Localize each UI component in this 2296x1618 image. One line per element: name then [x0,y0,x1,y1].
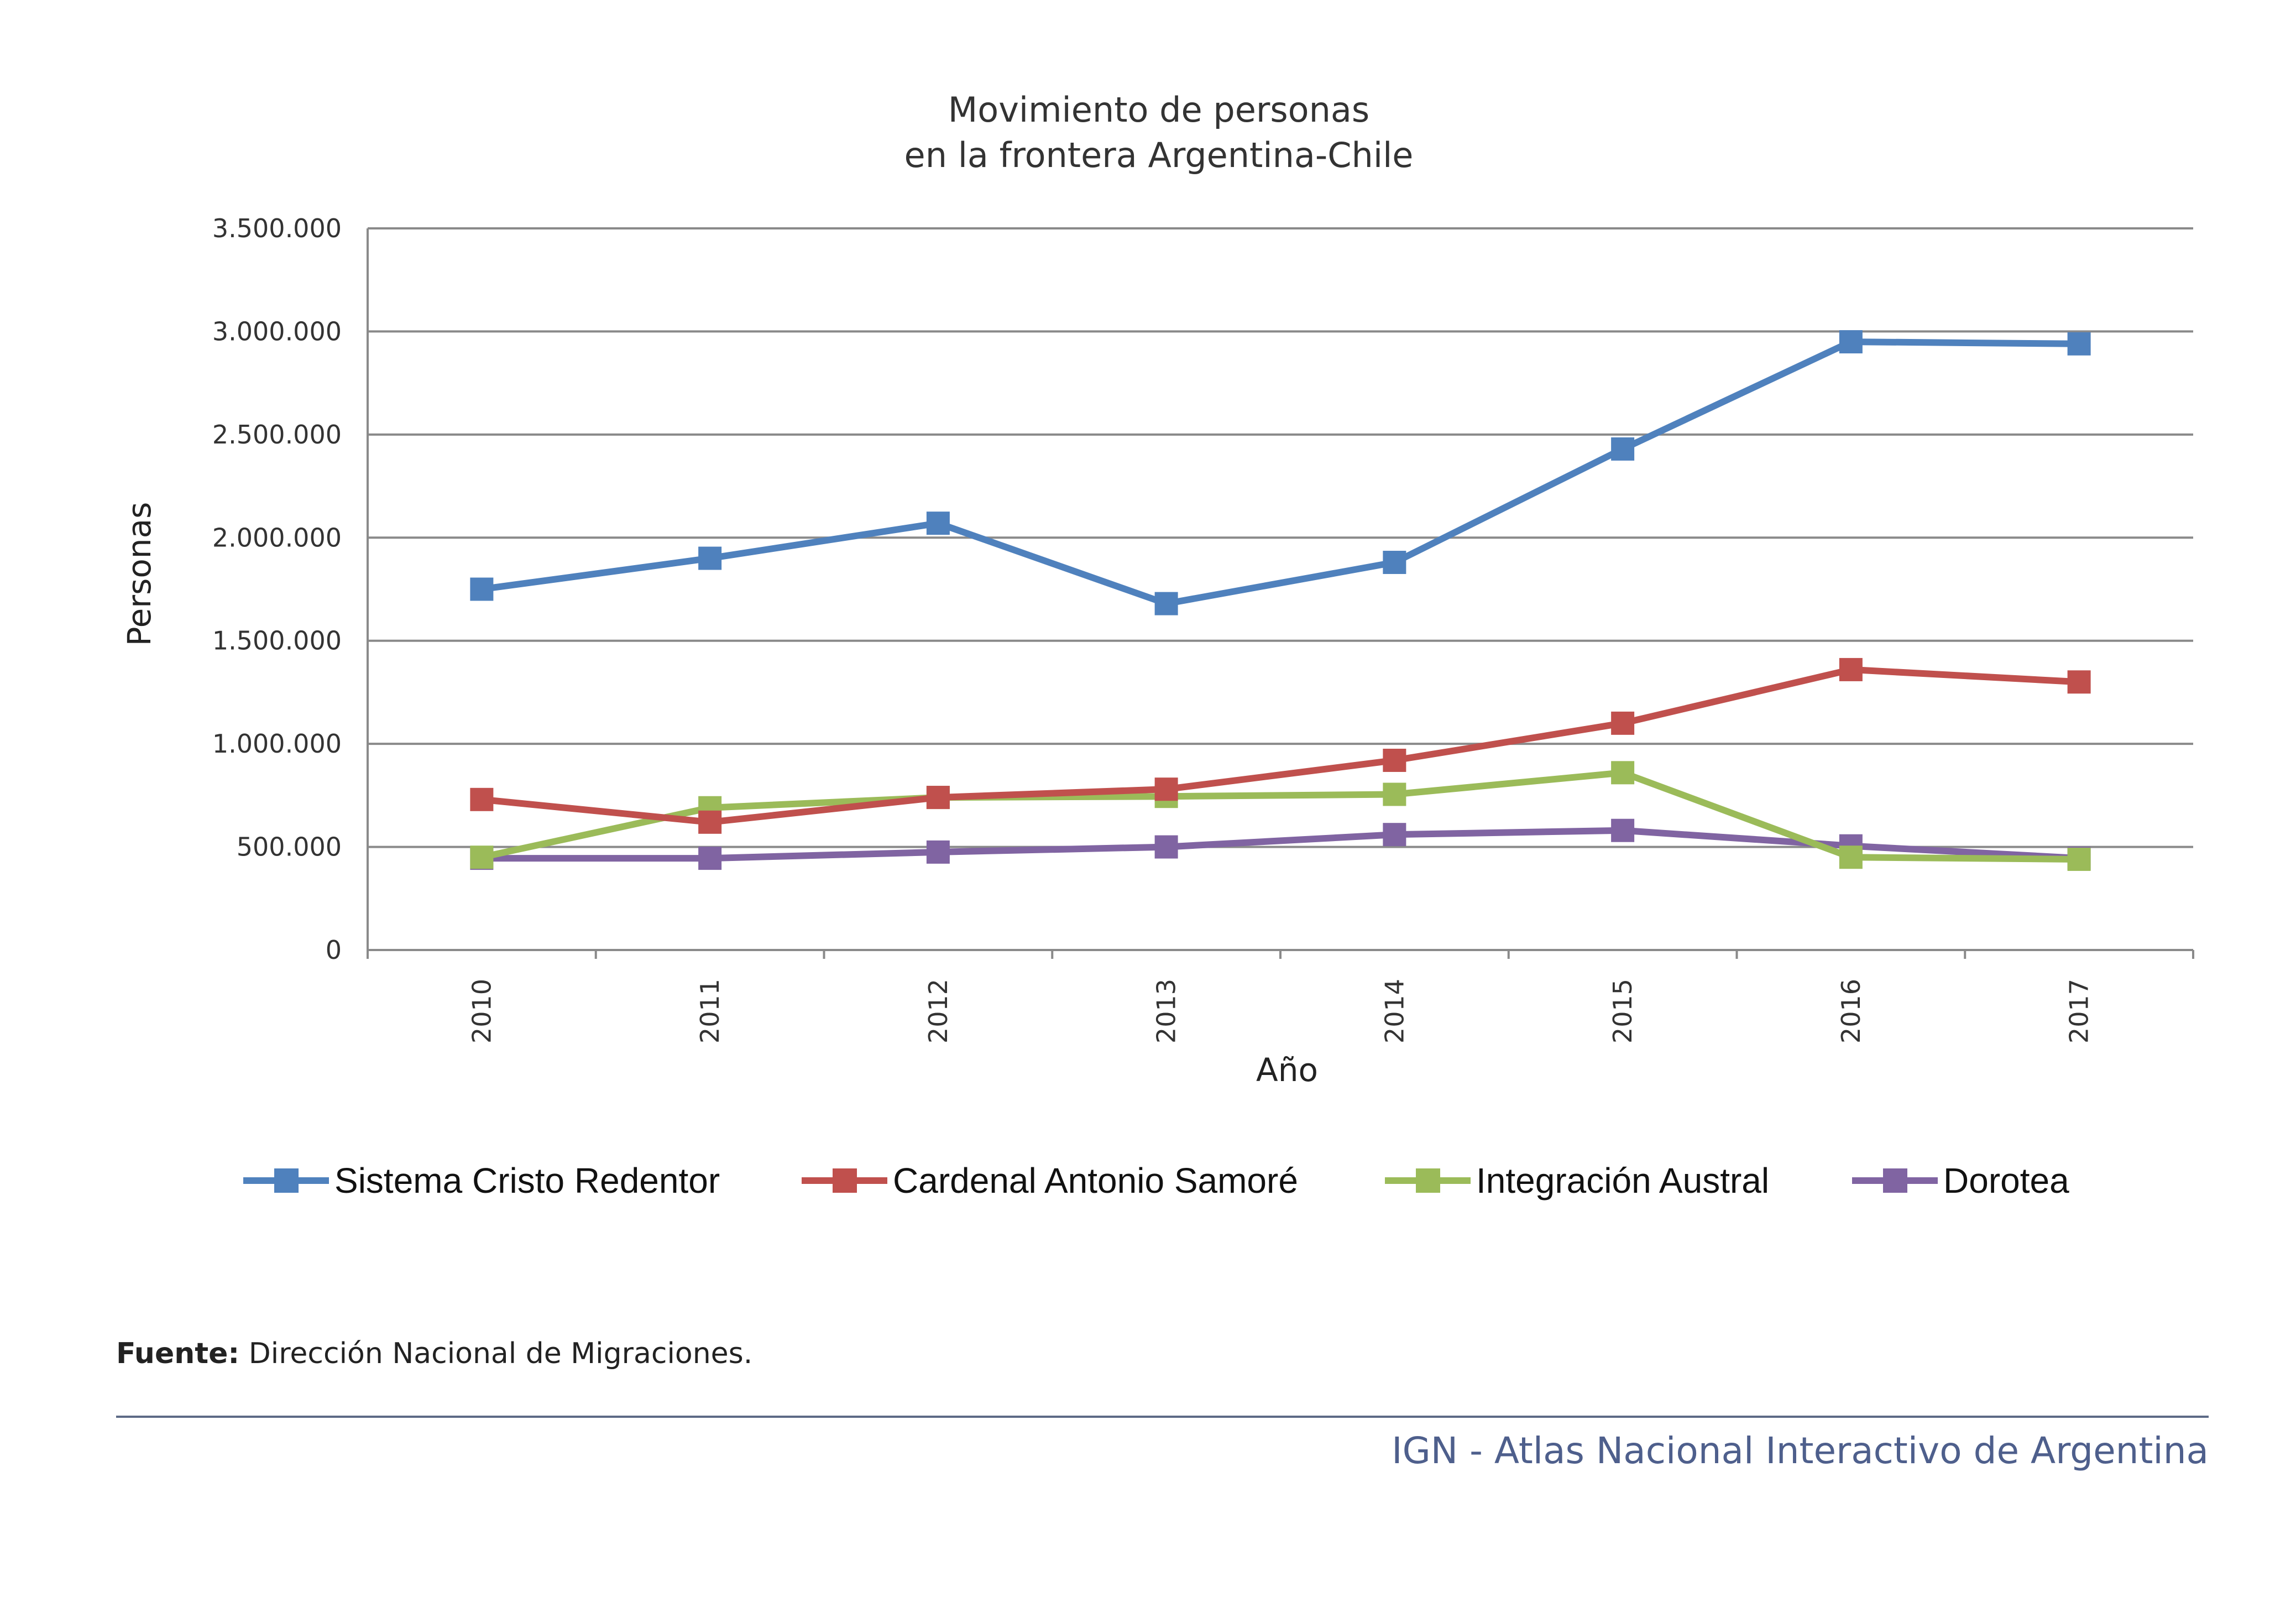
data-point-marker [926,840,950,864]
data-point-marker [1383,748,1406,772]
chart-title-line-2: en la frontera Argentina-Chile [904,135,1414,175]
data-point-marker [2067,847,2091,871]
data-point-marker [2067,670,2091,694]
data-point-marker [470,577,494,601]
data-point-marker [698,546,722,570]
data-point-marker [1154,835,1178,859]
data-point-marker [470,787,494,811]
gridlines [367,227,2193,950]
legend-item: Sistema Cristo Redentor [243,1161,720,1201]
data-point-marker [1839,330,1863,354]
x-tick-label: 2011 [695,979,725,1043]
data-point-marker [1383,823,1406,847]
y-tick-label: 1.500.000 [212,626,342,656]
y-axis-ticks: 0 500.000 1.000.000 1.500.000 2.000.000 2.500… [212,213,342,965]
data-point-marker [1154,592,1178,615]
x-tick-label: 2014 [1379,979,1409,1043]
y-axis-label: Personas [121,502,158,646]
x-tick-label: 2015 [1608,979,1638,1043]
data-point-marker [1839,845,1863,869]
data-point-marker [1383,782,1406,806]
legend-swatch-marker [1883,1168,1907,1193]
x-tick-label: 2013 [1152,979,1181,1043]
x-tick-label: 2012 [923,979,953,1043]
data-point-marker [1383,551,1406,575]
footer-divider [116,1416,2209,1418]
footer-credit: IGN - Atlas Nacional Interactivo de Arge… [1392,1429,2209,1472]
y-tick-label: 0 [326,935,342,965]
data-point-marker [1611,761,1635,785]
data-point-marker [1611,711,1635,735]
y-tick-label: 3.000.000 [212,316,342,346]
legend-label: Sistema Cristo Redentor [334,1161,720,1201]
legend-swatch-marker [833,1168,857,1193]
y-tick-label: 2.500.000 [212,420,342,450]
legend: Sistema Cristo Redentor Cardenal Antonio … [243,1161,2069,1201]
legend-item: Cardenal Antonio Samoré [802,1161,1298,1201]
legend-swatch-marker [1416,1168,1440,1193]
series-sistema-cristo-redentor [470,330,2091,615]
x-axis-label: Año [1256,1051,1318,1089]
data-point-marker [698,810,722,834]
source-text: Dirección Nacional de Migraciones. [248,1337,753,1370]
legend-label: Dorotea [1943,1161,2069,1201]
series-group [470,330,2091,871]
source-note: Fuente: Dirección Nacional de Migracione… [116,1337,752,1370]
legend-item: Dorotea [1852,1161,2069,1201]
legend-swatch-marker [274,1168,299,1193]
series-line [478,666,2083,826]
data-point-marker [926,786,950,810]
x-tick-label: 2017 [2064,979,2094,1043]
data-point-marker [1154,777,1178,801]
data-point-marker [926,512,950,535]
data-point-marker [1839,657,1863,681]
y-tick-label: 1.000.000 [212,729,342,759]
y-tick-label: 500.000 [237,832,342,862]
data-point-marker [2067,332,2091,356]
series-line [478,769,2083,863]
chart-title-line-1: Movimiento de personas [948,90,1369,130]
data-point-marker [1611,437,1635,461]
source-label: Fuente: [116,1337,240,1370]
legend-item: Integración Austral [1385,1161,1769,1201]
data-point-marker [470,845,494,869]
x-axis: 2010 2011 2012 2013 2014 2015 2016 2017 [367,949,2194,1043]
series-line [478,338,2083,607]
legend-label: Integración Austral [1476,1161,1769,1201]
legend-label: Cardenal Antonio Samoré [893,1161,1298,1201]
data-point-marker [698,847,722,870]
y-tick-label: 2.000.000 [212,523,342,552]
series-cardenal-antonio-samor- [470,657,2091,834]
x-tick-label: 2016 [1836,979,1866,1043]
x-tick-label: 2010 [467,979,496,1043]
y-tick-label: 3.500.000 [212,213,342,243]
data-point-marker [1611,818,1635,842]
